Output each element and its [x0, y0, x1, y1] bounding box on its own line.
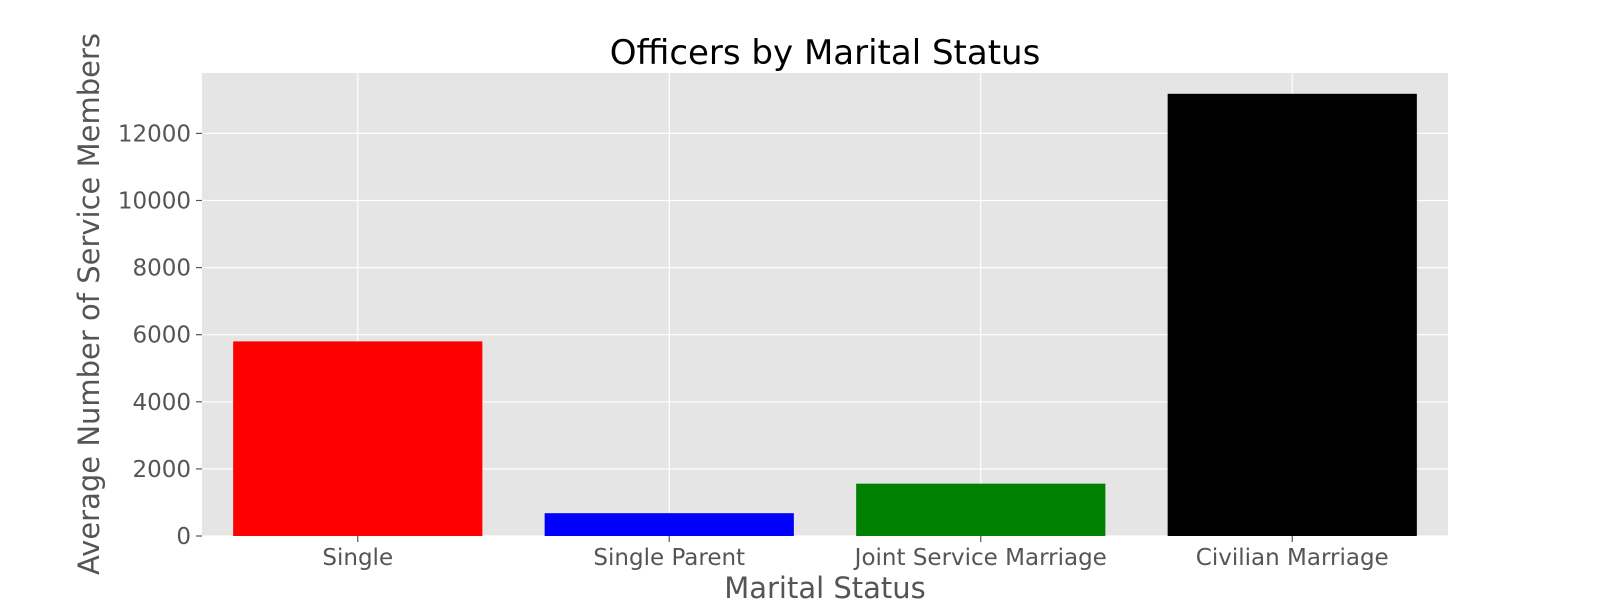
bar-single — [233, 341, 483, 536]
y-tick-label-6: 12000 — [118, 121, 191, 147]
y-tick-label-2: 4000 — [132, 390, 191, 416]
bar-single-parent — [544, 513, 794, 536]
y-tick-label-4: 8000 — [132, 256, 191, 282]
y-tick-label-1: 2000 — [132, 457, 191, 483]
x-axis-label: Marital Status — [724, 571, 926, 600]
bars — [233, 93, 1417, 536]
y-tick-label-5: 10000 — [118, 188, 191, 214]
y-axis-ticks: 0 2000 4000 6000 8000 10000 12000 — [118, 121, 202, 550]
x-tick-label-0: Single — [322, 545, 393, 571]
chart-title: Officers by Marital Status — [610, 33, 1041, 73]
bar-joint-service-marriage — [856, 483, 1106, 536]
y-tick-label-0: 0 — [176, 524, 191, 550]
y-axis-label: Average Number of Service Members — [72, 33, 106, 575]
bar-civilian-marriage — [1167, 93, 1417, 536]
x-tick-label-2: Joint Service Marriage — [853, 545, 1107, 571]
x-tick-label-3: Civilian Marriage — [1196, 545, 1389, 571]
x-tick-label-1: Single Parent — [593, 545, 745, 571]
y-tick-label-3: 6000 — [132, 323, 191, 349]
x-axis-ticks: Single Single Parent Joint Service Marriag… — [322, 536, 1389, 571]
